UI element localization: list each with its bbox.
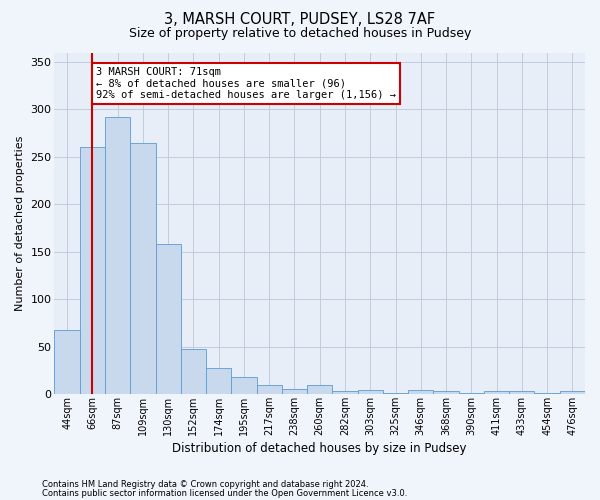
X-axis label: Distribution of detached houses by size in Pudsey: Distribution of detached houses by size … (172, 442, 467, 455)
Bar (55, 330, 80, 394)
Text: Contains HM Land Registry data © Crown copyright and database right 2024.: Contains HM Land Registry data © Crown c… (42, 480, 368, 489)
Bar (408, 390, 433, 394)
Bar (509, 392, 535, 394)
Bar (232, 377, 257, 394)
Bar (257, 385, 282, 394)
Text: 3 MARSH COURT: 71sqm
← 8% of detached houses are smaller (96)
92% of semi-detach: 3 MARSH COURT: 71sqm ← 8% of detached ho… (96, 66, 396, 100)
Bar (332, 392, 358, 394)
Text: 3, MARSH COURT, PUDSEY, LS28 7AF: 3, MARSH COURT, PUDSEY, LS28 7AF (164, 12, 436, 28)
Bar (155, 244, 181, 394)
Bar (130, 142, 155, 394)
Bar (307, 385, 332, 394)
Bar (181, 348, 206, 395)
Y-axis label: Number of detached properties: Number of detached properties (15, 136, 25, 311)
Bar (282, 388, 307, 394)
Bar (484, 392, 509, 394)
Bar (80, 148, 105, 394)
Text: Contains public sector information licensed under the Open Government Licence v3: Contains public sector information licen… (42, 488, 407, 498)
Text: Size of property relative to detached houses in Pudsey: Size of property relative to detached ho… (129, 28, 471, 40)
Bar (206, 368, 232, 394)
Bar (560, 392, 585, 394)
Bar (358, 390, 383, 394)
Bar (105, 117, 130, 394)
Bar (433, 392, 458, 394)
